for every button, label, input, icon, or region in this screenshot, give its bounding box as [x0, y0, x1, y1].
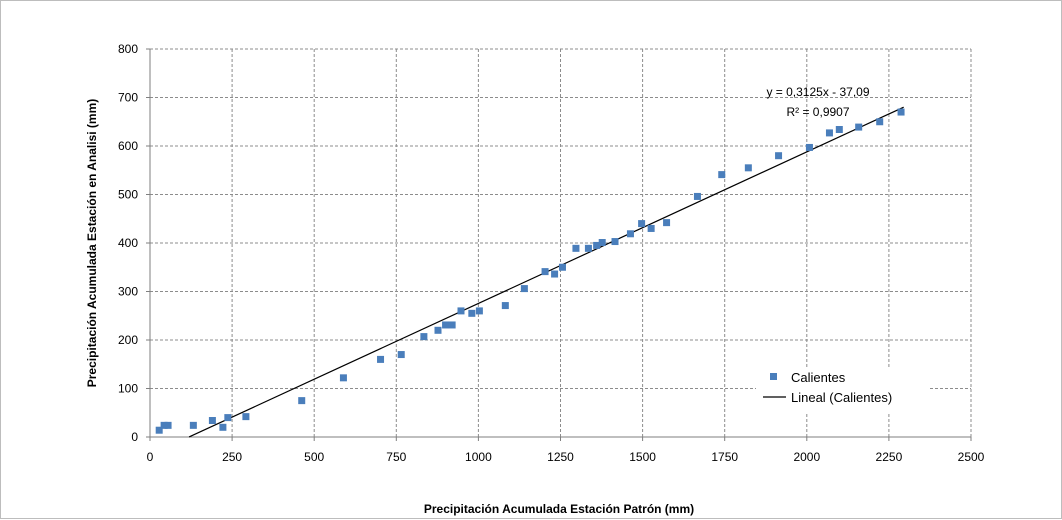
data-point — [468, 309, 476, 317]
data-point — [744, 164, 752, 172]
data-point — [377, 355, 385, 363]
data-point — [611, 238, 619, 246]
data-point — [855, 123, 863, 131]
data-point — [208, 417, 216, 425]
data-point — [638, 220, 646, 228]
data-point — [434, 326, 442, 334]
legend-marker-calientes — [770, 373, 777, 380]
x-tick-label: 500 — [304, 450, 324, 464]
data-point — [160, 421, 168, 429]
data-point — [420, 333, 428, 341]
legend-label-calientes: Calientes — [791, 370, 846, 385]
data-point — [572, 244, 580, 252]
data-point — [475, 307, 483, 315]
y-tick-label: 100 — [118, 382, 138, 396]
y-tick-label: 500 — [118, 188, 138, 202]
data-point — [442, 321, 450, 329]
x-tick-label: 250 — [222, 450, 242, 464]
data-point — [457, 307, 465, 315]
data-point — [805, 143, 813, 151]
data-point — [718, 171, 726, 179]
y-tick-labels: 0 100 200 300 400 500 600 700 800 — [118, 42, 150, 444]
data-point — [242, 413, 250, 421]
y-tick-label: 400 — [118, 236, 138, 250]
x-tick-label: 750 — [386, 450, 406, 464]
legend-box — [756, 368, 928, 413]
data-points — [155, 108, 905, 434]
data-point — [298, 397, 306, 405]
trendline-r2: R² = 0,9907 — [786, 105, 849, 119]
data-point — [551, 270, 559, 278]
legend: Calientes Lineal (Calientes) — [756, 368, 928, 413]
y-tick-label: 600 — [118, 139, 138, 153]
data-point — [647, 224, 655, 232]
data-point — [164, 421, 172, 429]
data-point — [224, 414, 232, 422]
data-point — [897, 108, 905, 116]
data-point — [541, 268, 549, 276]
data-point — [558, 263, 566, 271]
x-tick-label: 1500 — [629, 450, 656, 464]
data-point — [626, 230, 634, 238]
data-point — [598, 239, 606, 247]
y-tick-label: 0 — [131, 430, 138, 444]
data-point — [155, 426, 163, 434]
data-point — [693, 192, 701, 200]
data-point — [584, 244, 592, 252]
data-point — [520, 285, 528, 293]
data-point — [663, 219, 671, 227]
y-axis-title: Precipitación Acumulada Estación en Anal… — [85, 99, 99, 388]
data-point — [189, 421, 197, 429]
x-tick-label: 1250 — [547, 450, 574, 464]
y-tick-label: 700 — [118, 91, 138, 105]
data-point — [835, 126, 843, 134]
x-axis-title: Precipitación Acumulada Estación Patrón … — [424, 502, 694, 516]
data-point — [825, 129, 833, 137]
data-point — [448, 321, 456, 329]
y-tick-label: 300 — [118, 285, 138, 299]
data-point — [876, 118, 884, 126]
x-tick-label: 1000 — [465, 450, 492, 464]
legend-label-trendline: Lineal (Calientes) — [791, 390, 892, 405]
data-point — [593, 241, 601, 249]
x-tick-label: 2250 — [876, 450, 903, 464]
x-tick-label: 0 — [147, 450, 154, 464]
data-point — [501, 302, 509, 310]
trendline-equation: y = 0,3125x - 37,09 — [766, 85, 869, 99]
data-point — [775, 152, 783, 160]
y-tick-label: 200 — [118, 333, 138, 347]
data-point — [397, 351, 405, 359]
y-tick-label: 800 — [118, 42, 138, 56]
x-tick-label: 2000 — [793, 450, 820, 464]
x-tick-label: 2500 — [958, 450, 985, 464]
x-tick-label: 1750 — [711, 450, 738, 464]
data-point — [219, 423, 227, 431]
x-tick-labels: 0 250 500 750 1000 1250 1500 1750 2000 2250 2500 — [147, 437, 985, 464]
gridlines — [150, 48, 972, 437]
data-point — [339, 374, 347, 382]
